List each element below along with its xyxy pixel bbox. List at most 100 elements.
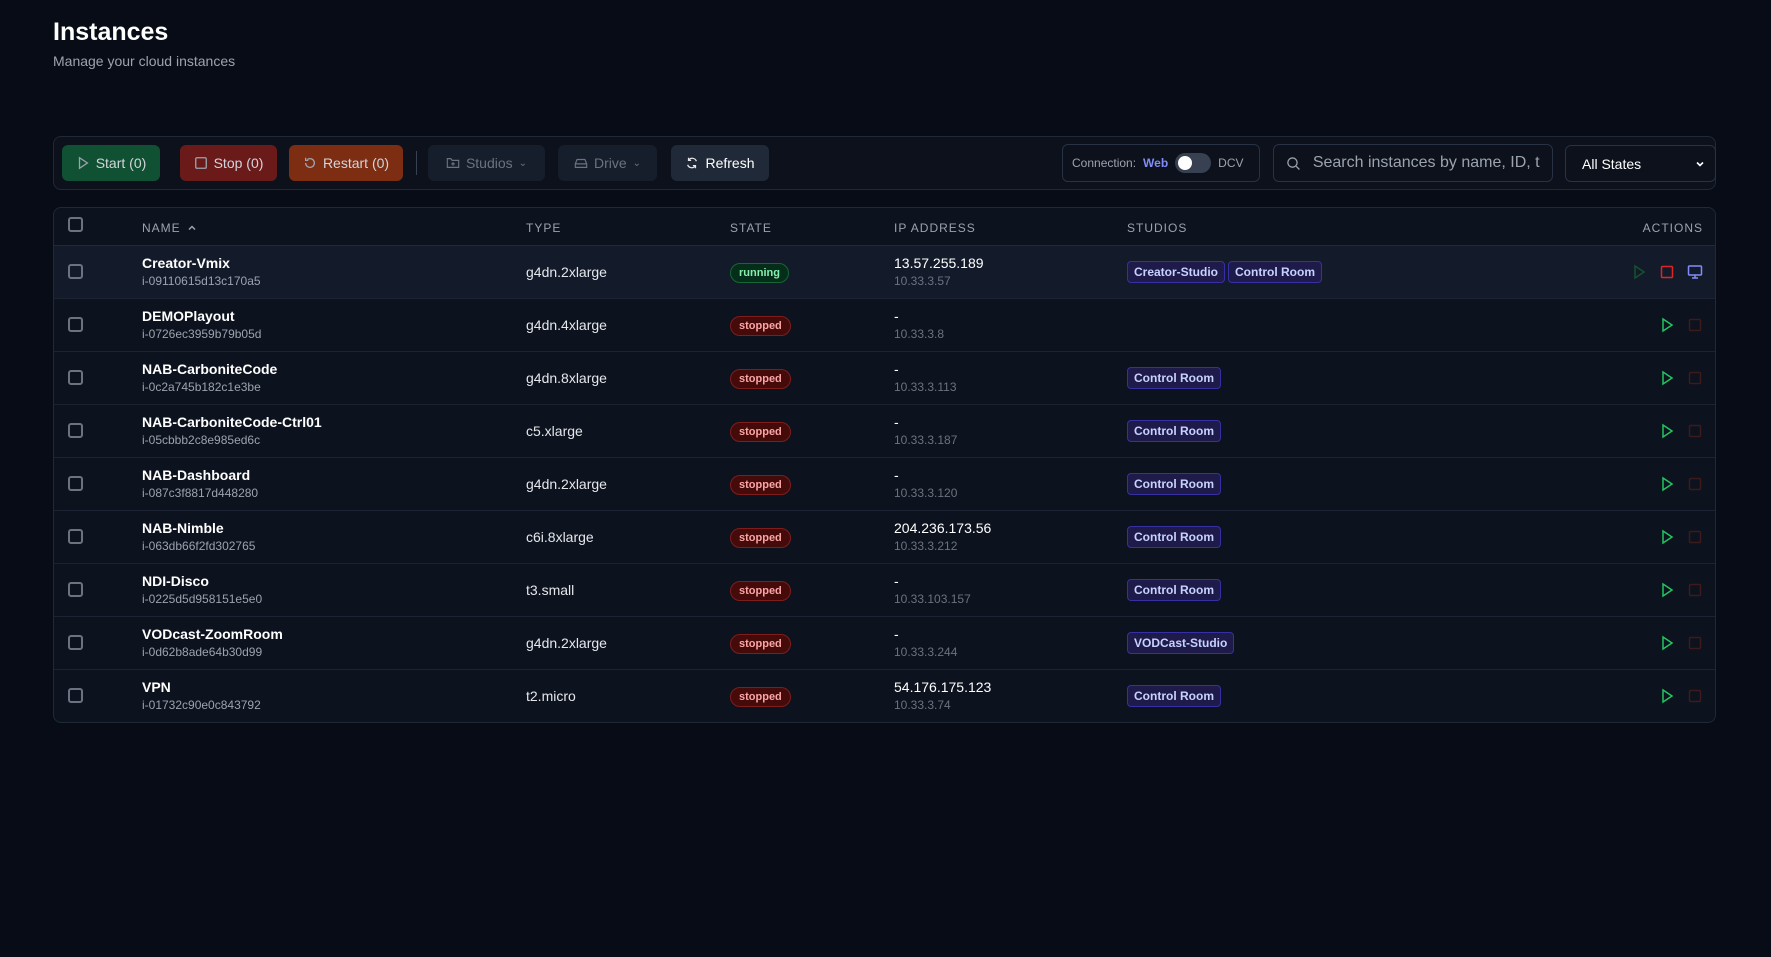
studio-tag: Control Room (1127, 367, 1221, 389)
stop-instance-icon[interactable] (1687, 423, 1703, 439)
public-ip: - (894, 308, 899, 324)
stop-instance-icon[interactable] (1687, 582, 1703, 598)
chevron-down-icon: ⌄ (518, 157, 528, 169)
row-checkbox[interactable] (68, 423, 83, 438)
start-instance-icon[interactable] (1659, 370, 1675, 386)
row-checkbox[interactable] (68, 688, 83, 703)
start-instance-icon[interactable] (1659, 529, 1675, 545)
instance-name: VODcast-ZoomRoom (142, 626, 283, 642)
search-icon (1287, 156, 1300, 170)
studios-label: Studios (465, 155, 513, 171)
row-actions (1659, 476, 1703, 492)
start-label: Start (0) (95, 155, 147, 171)
instance-name: VPN (142, 679, 171, 695)
connection-toggle[interactable] (1175, 153, 1212, 173)
search-input[interactable] (1312, 154, 1540, 172)
column-actions: ACTIONS (1642, 221, 1703, 235)
status-badge: stopped (730, 422, 791, 442)
start-instance-icon[interactable] (1659, 635, 1675, 651)
monitor-icon[interactable] (1687, 264, 1703, 280)
start-instance-icon[interactable] (1631, 264, 1647, 280)
row-checkbox[interactable] (68, 582, 83, 597)
stop-button[interactable]: Stop (0) (180, 145, 277, 181)
start-instance-icon[interactable] (1659, 317, 1675, 333)
restart-icon (304, 157, 315, 169)
studio-tags: Control Room (1127, 473, 1221, 495)
private-ip: 10.33.3.187 (894, 433, 958, 447)
stop-instance-icon[interactable] (1687, 317, 1703, 333)
select-all-checkbox[interactable] (68, 217, 83, 232)
instance-type: g4dn.2xlarge (526, 264, 607, 280)
table-row[interactable]: NAB-Dashboard i-087c3f8817d448280 g4dn.2… (54, 458, 1715, 511)
studio-tags: Control Room (1127, 579, 1221, 601)
status-badge: stopped (730, 475, 791, 495)
connection-label: Connection: (1072, 156, 1137, 170)
stop-instance-icon[interactable] (1659, 264, 1675, 280)
status-badge: stopped (730, 369, 791, 389)
start-instance-icon[interactable] (1659, 423, 1675, 439)
studio-tags: Control Room (1127, 420, 1221, 442)
instance-id: i-0c2a745b182c1e3be (142, 380, 261, 394)
stop-instance-icon[interactable] (1687, 476, 1703, 492)
studio-tag: Control Room (1127, 685, 1221, 707)
row-checkbox[interactable] (68, 264, 83, 279)
row-checkbox[interactable] (68, 529, 83, 544)
instance-type: g4dn.2xlarge (526, 635, 607, 651)
row-checkbox[interactable] (68, 635, 83, 650)
instance-id: i-0726ec3959b79b05d (142, 327, 262, 341)
restart-label: Restart (0) (322, 155, 390, 171)
studio-tag: Control Room (1228, 261, 1322, 283)
column-type: TYPE (526, 221, 562, 235)
row-checkbox[interactable] (68, 317, 83, 332)
private-ip: 10.33.3.244 (894, 645, 958, 659)
public-ip: 13.57.255.189 (894, 255, 984, 271)
start-instance-icon[interactable] (1659, 582, 1675, 598)
table-row[interactable]: NAB-CarboniteCode i-0c2a745b182c1e3be g4… (54, 352, 1715, 405)
row-actions (1659, 317, 1703, 333)
instance-type: t2.micro (526, 688, 576, 704)
row-checkbox[interactable] (68, 370, 83, 385)
instance-id: i-0d62b8ade64b30d99 (142, 645, 263, 659)
row-actions (1659, 529, 1703, 545)
instance-name: NAB-Dashboard (142, 467, 251, 483)
table-row[interactable]: VODcast-ZoomRoom i-0d62b8ade64b30d99 g4d… (54, 617, 1715, 670)
public-ip: - (894, 573, 899, 589)
public-ip: - (894, 626, 899, 642)
studios-dropdown[interactable]: Studios ⌄ (428, 145, 545, 181)
stop-instance-icon[interactable] (1687, 635, 1703, 651)
chevron-down-icon (1696, 161, 1704, 167)
table-row[interactable]: VPN i-01732c90e0c843792 t2.micro stopped… (54, 670, 1715, 722)
instance-type: g4dn.2xlarge (526, 476, 607, 492)
table-row[interactable]: NDI-Disco i-0225d5d958151e5e0 t3.small s… (54, 564, 1715, 617)
stop-instance-icon[interactable] (1687, 370, 1703, 386)
private-ip: 10.33.3.57 (894, 274, 951, 288)
studio-tag: Creator-Studio (1127, 261, 1225, 283)
table-row[interactable]: NAB-CarboniteCode-Ctrl01 i-05cbbb2c8e985… (54, 405, 1715, 458)
page-title: Instances (53, 18, 169, 46)
column-name[interactable]: NAME (142, 221, 197, 235)
public-ip: - (894, 361, 899, 377)
studio-tags: Control Room (1127, 367, 1221, 389)
play-icon (78, 156, 89, 170)
page-subtitle: Manage your cloud instances (53, 53, 236, 69)
start-instance-icon[interactable] (1659, 688, 1675, 704)
state-filter-select[interactable]: All States (1565, 145, 1716, 182)
table-row[interactable]: DEMOPlayout i-0726ec3959b79b05d g4dn.4xl… (54, 299, 1715, 352)
status-badge: stopped (730, 581, 791, 601)
table-row[interactable]: Creator-Vmix i-09110615d13c170a5 g4dn.2x… (54, 246, 1715, 299)
restart-button[interactable]: Restart (0) (289, 145, 403, 181)
drive-dropdown[interactable]: Drive ⌄ (558, 145, 657, 181)
search-box (1273, 144, 1553, 182)
instance-name: NAB-CarboniteCode-Ctrl01 (142, 414, 322, 430)
refresh-button[interactable]: Refresh (671, 145, 769, 181)
stop-instance-icon[interactable] (1687, 688, 1703, 704)
row-actions (1659, 635, 1703, 651)
public-ip: 54.176.175.123 (894, 679, 992, 695)
table-row[interactable]: NAB-Nimble i-063db66f2fd302765 c6i.8xlar… (54, 511, 1715, 564)
sort-asc-icon (188, 225, 196, 231)
stop-instance-icon[interactable] (1687, 529, 1703, 545)
column-studios: STUDIOS (1127, 221, 1188, 235)
start-instance-icon[interactable] (1659, 476, 1675, 492)
row-checkbox[interactable] (68, 476, 83, 491)
start-button[interactable]: Start (0) (62, 145, 160, 181)
